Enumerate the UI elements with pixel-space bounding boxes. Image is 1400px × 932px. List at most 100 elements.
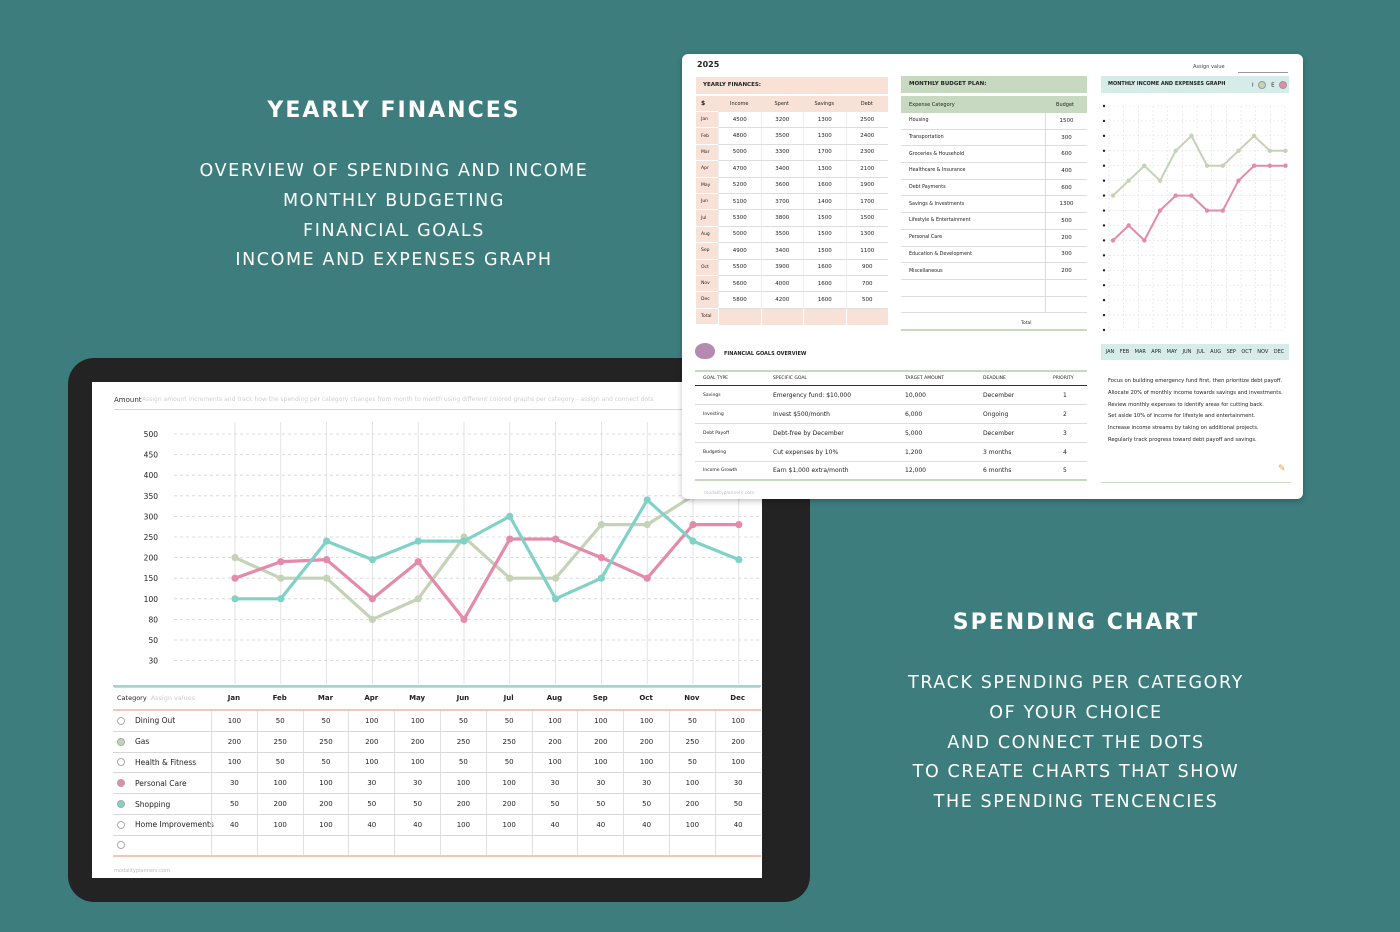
data-point[interactable] <box>506 574 514 582</box>
category-cell[interactable]: Health & Fitness <box>113 758 211 767</box>
value-cell[interactable] <box>714 835 761 855</box>
value-cell[interactable]: 200 <box>211 731 257 752</box>
value-cell[interactable]: 40 <box>394 814 440 835</box>
data-point[interactable] <box>414 595 422 603</box>
data-point[interactable] <box>597 574 605 582</box>
data-point[interactable] <box>1142 163 1147 168</box>
total-cell[interactable] <box>718 308 761 326</box>
value-cell[interactable]: 40 <box>211 814 257 835</box>
value-cell[interactable]: 1300 <box>803 161 846 178</box>
value-cell[interactable]: 100 <box>302 773 349 794</box>
priority[interactable]: 3 <box>1063 429 1067 437</box>
value-cell[interactable]: 50 <box>485 711 532 731</box>
value-cell[interactable]: 200 <box>668 794 715 814</box>
value-cell[interactable]: 50 <box>668 711 715 731</box>
budget-value[interactable]: 1500 <box>1045 113 1087 129</box>
value-cell[interactable]: 30 <box>714 773 761 794</box>
value-cell[interactable]: 2400 <box>845 128 888 145</box>
value-cell[interactable]: 100 <box>714 752 761 773</box>
value-cell[interactable]: 3400 <box>760 161 803 178</box>
value-cell[interactable]: 4500 <box>718 112 761 129</box>
data-point[interactable] <box>460 537 468 545</box>
data-point[interactable] <box>231 574 239 582</box>
value-cell[interactable]: 1300 <box>845 226 888 244</box>
value-cell[interactable]: 5200 <box>718 177 761 194</box>
value-cell[interactable] <box>394 835 440 855</box>
assign-value-input[interactable] <box>1238 72 1288 73</box>
deadline[interactable]: 3 months <box>983 448 1012 456</box>
category-cell[interactable]: Shopping <box>113 800 211 809</box>
value-cell[interactable]: 30 <box>623 773 669 794</box>
value-cell[interactable]: 100 <box>623 752 669 773</box>
category-color-dot[interactable] <box>117 800 125 809</box>
value-cell[interactable] <box>577 835 623 855</box>
expense-category[interactable]: Education & Development <box>909 251 972 257</box>
value-cell[interactable]: 900 <box>845 259 888 276</box>
value-cell[interactable]: 2100 <box>845 161 888 178</box>
expense-category[interactable]: Lifestyle & Entertainment <box>909 218 971 224</box>
value-cell[interactable] <box>485 835 532 855</box>
value-cell[interactable]: 2500 <box>845 112 888 129</box>
data-point[interactable] <box>323 556 331 564</box>
budget-value[interactable] <box>1045 296 1087 313</box>
data-point[interactable] <box>552 535 560 543</box>
value-cell[interactable]: 1700 <box>803 144 846 162</box>
value-cell[interactable]: 1900 <box>845 177 888 194</box>
value-cell[interactable] <box>439 835 486 855</box>
priority[interactable]: 4 <box>1063 448 1067 456</box>
value-cell[interactable]: 5800 <box>718 292 761 309</box>
data-point[interactable] <box>231 554 239 562</box>
value-cell[interactable]: 100 <box>348 711 394 731</box>
budget-value[interactable]: 200 <box>1045 229 1087 246</box>
value-cell[interactable]: 100 <box>439 773 486 794</box>
data-point[interactable] <box>1173 148 1178 153</box>
data-point[interactable] <box>277 558 285 566</box>
data-point[interactable] <box>1157 178 1163 183</box>
income-expenses-graph[interactable] <box>1101 100 1289 340</box>
value-cell[interactable]: 3800 <box>760 210 803 227</box>
category-color-dot[interactable] <box>117 716 125 725</box>
data-point[interactable] <box>1110 238 1116 243</box>
priority[interactable]: 2 <box>1063 410 1067 418</box>
value-cell[interactable]: 50 <box>623 794 669 814</box>
value-cell[interactable]: 50 <box>439 711 486 731</box>
value-cell[interactable]: 3500 <box>760 128 803 145</box>
value-cell[interactable]: 50 <box>302 752 349 773</box>
value-cell[interactable]: 100 <box>211 752 257 773</box>
data-point[interactable] <box>277 574 285 582</box>
data-point[interactable] <box>1189 193 1194 198</box>
data-point[interactable] <box>643 521 651 529</box>
data-point[interactable] <box>1283 148 1288 153</box>
target-amount[interactable]: 10,000 <box>905 391 926 399</box>
value-cell[interactable]: 100 <box>348 752 394 773</box>
specific-goal[interactable]: Debt-free by December <box>773 429 844 437</box>
value-cell[interactable]: 30 <box>394 773 440 794</box>
value-cell[interactable]: 250 <box>256 731 303 752</box>
value-cell[interactable]: 30 <box>211 773 257 794</box>
data-point[interactable] <box>506 535 514 543</box>
target-amount[interactable]: 5,000 <box>905 429 923 437</box>
goal-type[interactable]: Income Growth <box>703 468 738 473</box>
value-cell[interactable] <box>531 835 578 855</box>
data-point[interactable] <box>231 595 239 603</box>
value-cell[interactable]: 200 <box>256 794 303 814</box>
budget-value[interactable]: 300 <box>1045 246 1087 263</box>
deadline[interactable]: 6 months <box>983 467 1012 474</box>
category-color-dot[interactable] <box>117 758 125 767</box>
category-color-dot[interactable] <box>117 820 125 829</box>
value-cell[interactable]: 5000 <box>718 144 761 162</box>
data-point[interactable] <box>506 512 514 520</box>
value-cell[interactable]: 100 <box>394 711 440 731</box>
value-cell[interactable]: 100 <box>394 752 440 773</box>
total-cell[interactable] <box>803 308 846 326</box>
value-cell[interactable] <box>256 835 303 855</box>
specific-goal[interactable]: Cut expenses by 10% <box>773 448 839 456</box>
value-cell[interactable]: 100 <box>577 711 623 731</box>
priority[interactable]: 5 <box>1063 467 1067 474</box>
value-cell[interactable]: 3600 <box>760 177 803 194</box>
value-cell[interactable]: 100 <box>531 711 578 731</box>
value-cell[interactable]: 100 <box>256 773 303 794</box>
value-cell[interactable] <box>623 835 669 855</box>
value-cell[interactable]: 40 <box>623 814 669 835</box>
value-cell[interactable]: 100 <box>668 814 715 835</box>
